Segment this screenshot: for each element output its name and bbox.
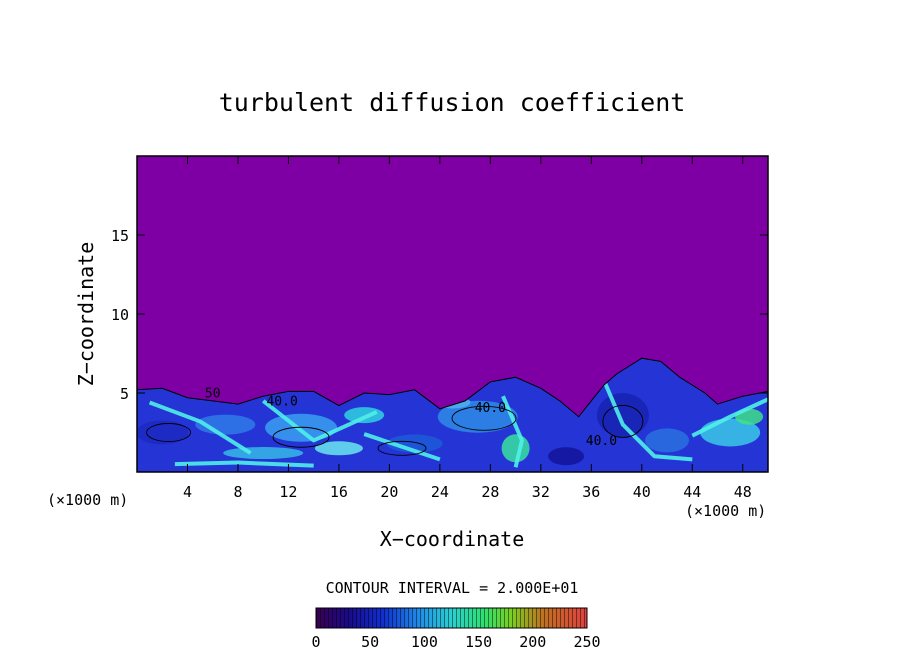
turbulent-swirl (501, 434, 530, 463)
colorbar: 0 50 100 150 200 250 (311, 607, 601, 651)
contour-label: 50 (205, 387, 221, 402)
x-tick-label: 40 (633, 483, 651, 501)
turbulent-swirl (344, 407, 385, 424)
contour-interval-text: CONTOUR INTERVAL = 2.000E+01 (326, 579, 579, 597)
turbulent-swirl (223, 447, 304, 460)
colorbar-tick-label: 50 (361, 633, 379, 651)
turbulent-swirl (548, 447, 585, 466)
colorbar-frame (315, 607, 588, 629)
x-tick-label: 44 (683, 483, 701, 501)
x-tick-label: 12 (279, 483, 297, 501)
colorbar-stripes (316, 608, 587, 628)
x-axis-ticks: 4 8 12 16 20 24 28 32 36 40 44 48 (183, 156, 752, 501)
x-unit-right: (×1000 m) (685, 502, 766, 520)
turbulent-swirl (265, 413, 338, 442)
contour-line (602, 404, 644, 438)
colorbar-tick-label: 150 (465, 633, 492, 651)
turbulent-swirl (314, 441, 363, 456)
x-tick-label: 28 (481, 483, 499, 501)
y-tick-label: 5 (120, 385, 129, 403)
contour-line (272, 426, 330, 448)
colorbar-tick-label: 200 (519, 633, 546, 651)
x-tick-label: 20 (380, 483, 398, 501)
contour-line (137, 357, 768, 472)
x-tick-label: 36 (582, 483, 600, 501)
contour-labels: 40.0 40.0 40.0 50 (205, 387, 617, 449)
colorbar-tick-label: 250 (573, 633, 600, 651)
contour-label: 40.0 (586, 434, 617, 449)
turbulent-filament (602, 379, 693, 462)
contour-label: 40.0 (475, 401, 506, 416)
turbulent-filament (148, 400, 252, 455)
x-tick-label: 4 (183, 483, 192, 501)
contour-line (377, 440, 427, 456)
colorbar-ticks: 0 50 100 150 200 250 (311, 633, 600, 651)
y-tick-label: 10 (111, 306, 129, 324)
x-axis-label: X−coordinate (380, 527, 525, 551)
x-tick-label: 32 (532, 483, 550, 501)
y-tick-label: 15 (111, 227, 129, 245)
turbulent-swirl (137, 420, 189, 445)
contour-line (146, 423, 192, 442)
x-unit-left: (×1000 m) (47, 491, 128, 509)
x-tick-label: 48 (734, 483, 752, 501)
x-tick-label: 8 (233, 483, 242, 501)
turbulent-filament (261, 399, 378, 443)
turbulent-filament (363, 432, 441, 462)
colorbar-tick-label: 0 (311, 633, 320, 651)
turbulent-swirl (645, 428, 690, 453)
y-axis-label: Z−coordinate (74, 242, 98, 387)
turbulent-swirl (596, 393, 649, 438)
plot-area: 40.0 40.0 40.0 50 (137, 156, 768, 472)
y-axis-ticks: 5 10 15 (111, 227, 768, 403)
colorbar-tick-label: 100 (411, 633, 438, 651)
contour-line (451, 405, 517, 431)
chart-title: turbulent diffusion coefficient (219, 88, 686, 117)
contour-label: 40.0 (266, 395, 297, 410)
x-tick-label: 16 (330, 483, 348, 501)
x-tick-label: 24 (431, 483, 449, 501)
turbulent-filament (691, 397, 768, 438)
